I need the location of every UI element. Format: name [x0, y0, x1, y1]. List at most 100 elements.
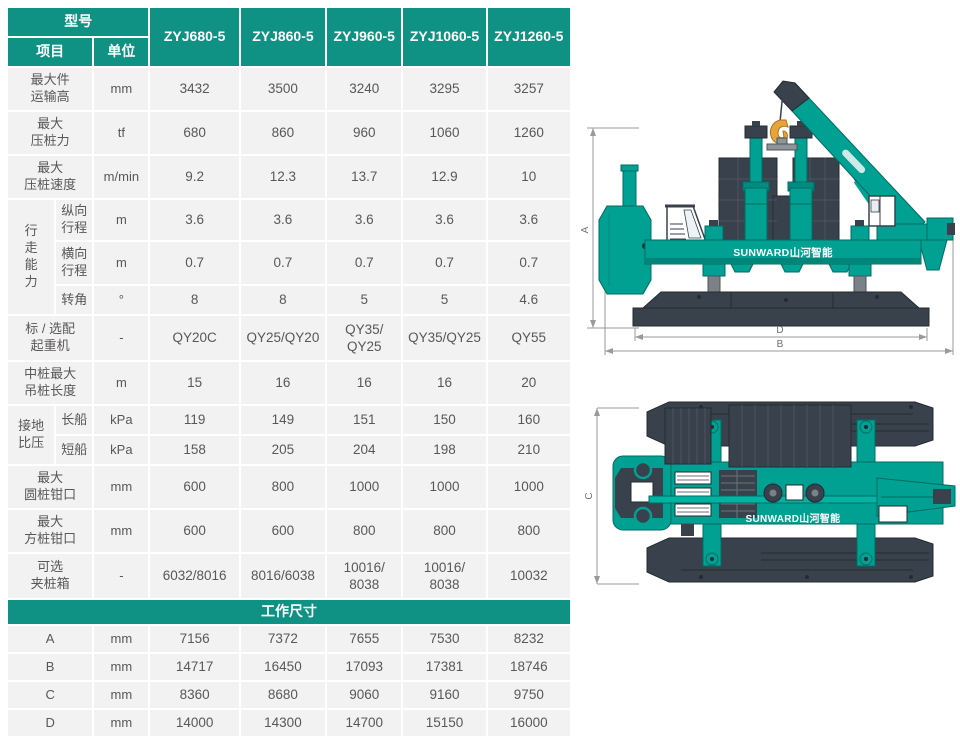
spec-value: 800 [487, 510, 570, 552]
spec-value: QY20C [150, 316, 239, 360]
table-row: 最大件 运输高 mm 3432 3500 3240 3295 3257 [8, 68, 570, 110]
jack-posts [704, 220, 870, 241]
spec-value: 8360 [150, 682, 239, 708]
spec-value: 13.7 [327, 156, 402, 198]
spec-value: 960 [327, 112, 402, 154]
spec-value: 0.7 [327, 242, 402, 284]
spec-value: 16 [327, 362, 402, 404]
spec-value: 800 [327, 510, 402, 552]
spec-value: 800 [403, 510, 486, 552]
dimension-arrows [590, 128, 953, 354]
spec-value: 7655 [327, 626, 402, 652]
model-header: ZYJ960-5 [327, 8, 402, 66]
section-title: 工作尺寸 [8, 600, 570, 624]
spec-value: QY25/QY20 [240, 316, 326, 360]
row-unit: mm [94, 710, 149, 736]
spec-value: 204 [327, 436, 402, 464]
row-unit: mm [94, 466, 149, 508]
spec-value: 7156 [150, 626, 239, 652]
spec-value: 3500 [240, 68, 326, 110]
row-unit: kPa [94, 436, 149, 464]
crane-cab [868, 195, 896, 227]
base-platform [632, 291, 930, 327]
spec-value: 14717 [150, 654, 239, 680]
spec-value: 198 [403, 436, 486, 464]
spec-value: 3.6 [240, 200, 326, 240]
row-label: 短船 [56, 436, 93, 464]
spec-value: 9060 [327, 682, 402, 708]
spec-value: 3257 [487, 68, 570, 110]
spec-value: 9.2 [150, 156, 239, 198]
spec-value: 20 [487, 362, 570, 404]
spec-value: 10032 [487, 554, 570, 598]
spec-value: 14700 [327, 710, 402, 736]
spec-value: 6032/8016 [150, 554, 239, 598]
spec-value: 15150 [403, 710, 486, 736]
spec-value: QY35/ QY25 [327, 316, 402, 360]
model-header: ZYJ1260-5 [487, 8, 570, 66]
row-unit: m [94, 242, 149, 284]
header-row-item-unit: 项目 单位 [8, 38, 570, 66]
spec-value: 16450 [240, 654, 326, 680]
spec-value: 16000 [487, 710, 570, 736]
spec-value: 160 [487, 406, 570, 434]
spec-value: QY35/QY25 [403, 316, 486, 360]
boom-plan [876, 477, 956, 523]
spec-value: 5 [403, 286, 486, 314]
table-row: 转角 ° 8 8 5 5 4.6 [8, 286, 570, 314]
spec-value: 8 [240, 286, 326, 314]
spec-value: 151 [327, 406, 402, 434]
spec-value: 15 [150, 362, 239, 404]
spec-value: 14000 [150, 710, 239, 736]
spec-value: 119 [150, 406, 239, 434]
table-row: 最大 圆桩钳口 mm 600 800 1000 1000 1000 [8, 466, 570, 508]
corner-model-label: 型号 [8, 8, 149, 36]
table-row: 最大 压桩力 tf 680 860 960 1060 1260 [8, 112, 570, 154]
table-row: 最大 方桩钳口 mm 600 600 800 800 800 [8, 510, 570, 552]
dim-c-label: C [584, 492, 595, 499]
dim-d-label: D [776, 325, 783, 336]
spec-value: 8232 [487, 626, 570, 652]
row-label: 最大 方桩钳口 [8, 510, 93, 552]
top-view-drawing: SUNWARD山河智能 C [584, 401, 956, 585]
row-label: 纵向 行程 [56, 200, 93, 240]
spec-value: 158 [150, 436, 239, 464]
spec-value: 3240 [327, 68, 402, 110]
spec-value: 12.9 [403, 156, 486, 198]
spec-value: 3.6 [403, 200, 486, 240]
spec-value: 600 [150, 510, 239, 552]
row-label: 最大 压桩力 [8, 112, 93, 154]
main-beam [644, 239, 922, 273]
model-header: ZYJ1060-5 [403, 8, 486, 66]
row-unit: - [94, 316, 149, 360]
corner-unit-label: 单位 [94, 38, 149, 66]
spec-table: 型号 ZYJ680-5 ZYJ860-5 ZYJ960-5 ZYJ1060-5 … [6, 6, 572, 738]
spec-value: 600 [240, 510, 326, 552]
table-row: 接地 比压 长船 kPa 119 149 151 150 160 [8, 406, 570, 464]
spec-value: 210 [487, 436, 570, 464]
spec-value: 7372 [240, 626, 326, 652]
row-label: 标 / 选配 起重机 [8, 316, 93, 360]
row-label: 长船 [56, 406, 93, 434]
left-tower [598, 164, 652, 295]
spec-value: 1000 [487, 466, 570, 508]
spec-value: 4.6 [487, 286, 570, 314]
corner-item-label: 项目 [8, 38, 93, 66]
row-label: 横向 行程 [56, 242, 93, 284]
spec-value: 16 [403, 362, 486, 404]
spec-value: 1000 [327, 466, 402, 508]
spec-value: 8 [150, 286, 239, 314]
table-row: 标 / 选配 起重机 - QY20C QY25/QY20 QY35/ QY25 … [8, 316, 570, 360]
spec-value: 9160 [403, 682, 486, 708]
spec-value: 3295 [403, 68, 486, 110]
row-label: 最大 压桩速度 [8, 156, 93, 198]
press-cylinders [742, 121, 815, 243]
spec-value: 12.3 [240, 156, 326, 198]
spec-value: 150 [403, 406, 486, 434]
table-row: 横向 行程 m 0.7 0.7 0.7 0.7 0.7 [8, 242, 570, 284]
crane-tail [918, 217, 955, 271]
table-row: 短船 kPa 158 205 204 198 210 [8, 436, 570, 464]
table-row: C mm 8360 8680 9060 9160 9750 [8, 682, 570, 708]
row-group-label: 接地 比压 [8, 406, 55, 464]
dim-b-label: B [777, 339, 784, 350]
